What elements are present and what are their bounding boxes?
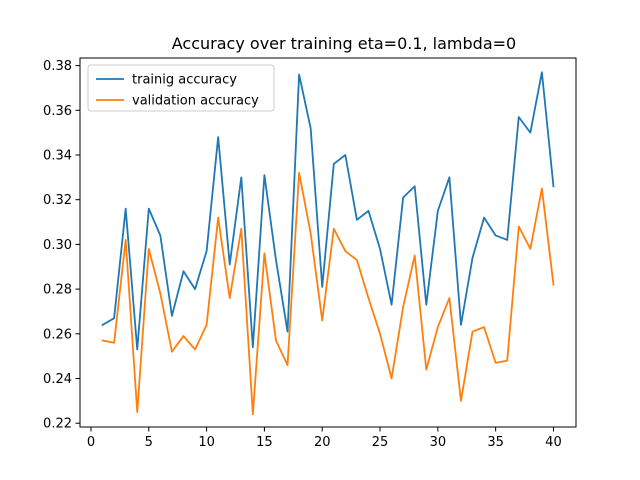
- x-tick-label: 20: [314, 435, 331, 450]
- chart-title: Accuracy over training eta=0.1, lambda=0: [172, 34, 516, 53]
- x-tick-label: 10: [198, 435, 215, 450]
- x-tick-label: 40: [545, 435, 562, 450]
- series-layer: [101, 71, 555, 416]
- x-tick-label: 30: [430, 435, 447, 450]
- x-tick-label: 35: [487, 435, 504, 450]
- y-tick-label: 0.28: [43, 283, 72, 298]
- series-line-1: [101, 171, 555, 416]
- y-tick-label: 0.32: [43, 193, 72, 208]
- legend-box: [87, 64, 275, 112]
- x-tick-label: 5: [145, 435, 153, 450]
- y-tick-label: 0.22: [43, 417, 72, 432]
- axes-layer: 0 5 10 15 20 25 30 35 40 0.22 0.24 0.26 0.28 0.30 0.32…: [43, 57, 577, 450]
- y-tick-label: 0.26: [43, 327, 72, 342]
- x-tick-label: 15: [256, 435, 273, 450]
- plot-frame: [79, 57, 577, 428]
- y-tick-label: 0.36: [43, 104, 72, 119]
- y-tick-label: 0.38: [43, 59, 72, 74]
- y-tick-label: 0.34: [43, 148, 72, 163]
- y-tick-label: 0.24: [43, 372, 72, 387]
- legend: trainig accuracy validation accuracy: [87, 64, 275, 112]
- legend-label-1: validation accuracy: [132, 94, 259, 109]
- x-tick-label: 0: [87, 435, 95, 450]
- series-line-0: [101, 71, 555, 351]
- legend-label-0: trainig accuracy: [132, 73, 237, 88]
- y-tick-label: 0.30: [43, 238, 72, 253]
- x-tick-label: 25: [372, 435, 389, 450]
